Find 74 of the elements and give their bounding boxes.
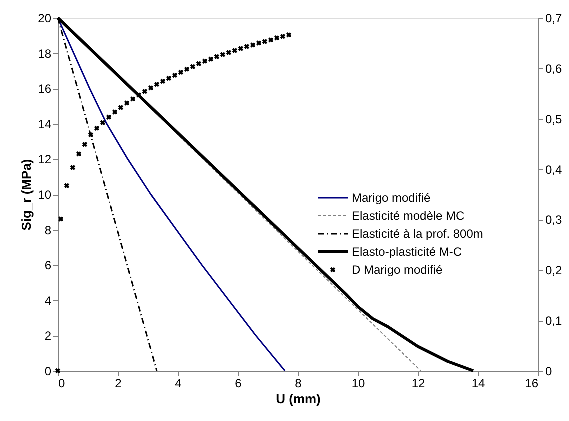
y-axis-title: Sig_r (MPa) — [19, 159, 34, 231]
y2-tick-label: 0 — [546, 364, 552, 378]
point — [142, 89, 148, 94]
x-tick-label: 8 — [295, 376, 302, 390]
y2-tick-label: 0,1 — [546, 314, 563, 328]
point — [232, 48, 238, 54]
point — [268, 38, 274, 43]
x-tick-label: 10 — [352, 376, 366, 390]
point — [82, 142, 88, 148]
point — [58, 216, 64, 222]
x-tick-label: 2 — [115, 376, 122, 390]
point — [274, 36, 280, 41]
y-tick-label: 0 — [44, 364, 52, 378]
point — [226, 50, 232, 56]
legend-label: Marigo modifié — [352, 191, 432, 206]
x-tick-label: 0 — [58, 376, 66, 390]
point — [190, 64, 196, 70]
point — [220, 52, 226, 58]
point — [100, 120, 106, 126]
point — [118, 105, 124, 110]
y2-tick-label: 0,4 — [546, 162, 563, 177]
point — [64, 183, 70, 189]
y-tick-label: 8 — [44, 223, 52, 238]
y2-tick-label: 0,6 — [546, 62, 563, 76]
point — [238, 46, 244, 52]
y-tick-label: 18 — [38, 46, 52, 61]
y-tick-label: 20 — [38, 12, 52, 26]
y2-tick-label: 0,7 — [546, 12, 563, 26]
point — [112, 110, 118, 115]
y-tick-label: 12 — [38, 152, 52, 167]
legend-label: Elasto-plasticité M-C — [352, 245, 462, 260]
point — [178, 70, 184, 76]
point — [286, 32, 292, 38]
point — [250, 42, 256, 48]
y2-tick-label: 0,5 — [546, 112, 563, 126]
point — [172, 72, 178, 78]
legend-label: Elasticité à la prof. 800m — [352, 227, 484, 242]
point — [214, 54, 220, 60]
x-axis-title: U (mm) — [276, 392, 321, 406]
point — [76, 152, 82, 157]
point — [130, 96, 136, 102]
y-tick-label: 16 — [38, 82, 52, 96]
point — [208, 56, 214, 62]
y-tick-label: 14 — [38, 117, 52, 132]
point — [202, 58, 208, 64]
point — [106, 114, 112, 120]
y2-tick-label: 0,3 — [546, 213, 563, 228]
point — [244, 44, 250, 50]
y-tick-label: 6 — [44, 258, 52, 273]
point — [136, 92, 142, 98]
x-tick-label: 4 — [175, 376, 182, 390]
point — [166, 76, 172, 82]
y-tick-label: 4 — [44, 294, 52, 308]
y-tick-label: 2 — [44, 329, 52, 344]
point — [160, 78, 166, 84]
y-tick-label: 10 — [38, 188, 52, 202]
point — [256, 40, 262, 46]
point — [88, 132, 94, 138]
point — [70, 165, 76, 170]
x-tick-label: 14 — [472, 376, 486, 390]
legend-label: D Marigo modifié — [352, 263, 444, 278]
point — [154, 82, 160, 88]
legend-label: Elasticité modèle MC — [352, 209, 466, 224]
x-tick-label: 6 — [235, 376, 242, 390]
y2-tick-label: 0,2 — [546, 264, 563, 278]
point — [262, 39, 268, 44]
x-tick-label: 12 — [412, 376, 426, 390]
point — [196, 61, 202, 67]
point — [94, 126, 100, 132]
x-tick-label: 16 — [525, 376, 539, 390]
point — [184, 66, 190, 72]
point — [280, 34, 286, 40]
point — [148, 85, 154, 91]
point — [124, 100, 130, 106]
